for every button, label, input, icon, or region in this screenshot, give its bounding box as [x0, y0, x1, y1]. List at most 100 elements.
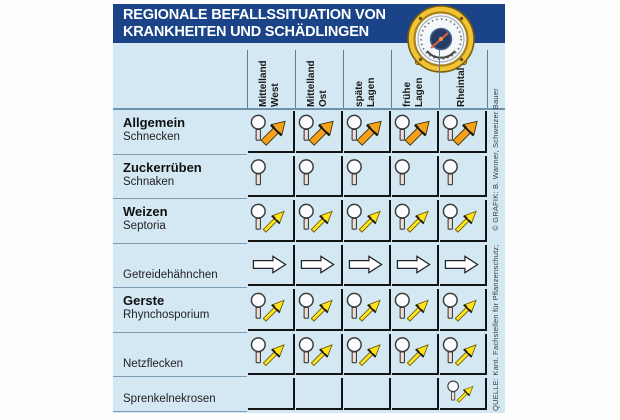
header-bottom-rule [113, 108, 505, 110]
up-moderate-icon [394, 337, 429, 367]
stable-icon [396, 255, 431, 274]
pest-name: Netzflecken [123, 358, 184, 370]
header-separator [343, 50, 344, 108]
column-header-line: Rheintal [456, 67, 467, 107]
up-moderate-icon [442, 203, 477, 233]
stable-icon [252, 255, 287, 274]
up-moderate-icon [442, 337, 477, 367]
cell-schnaken-col4 [392, 156, 439, 197]
stable-icon [300, 255, 335, 274]
pest-name: Sprenkelnekrosen [123, 393, 216, 405]
cell-schnaken-col2 [296, 156, 343, 197]
crop-group-name: Zuckerrüben [123, 160, 202, 175]
title-line-1: REGIONALE BEFALLSSITUATION VON [123, 7, 386, 23]
observe-icon [442, 159, 458, 186]
title-line-2: KRANKHEITEN UND SCHÄDLINGEN [123, 24, 369, 40]
column-header-1: Mittelland West [258, 60, 282, 107]
observe-icon [298, 159, 314, 186]
column-header-line: frühe [402, 82, 413, 107]
column-header-5: Rheintal [456, 68, 468, 107]
stable-icon [348, 255, 383, 274]
column-header-3: späte Lagen [354, 78, 378, 107]
up-strong-icon [394, 114, 430, 146]
pest-name: Schnecken [123, 131, 180, 143]
header-separator [487, 50, 488, 108]
cell-schnecken-col3 [344, 111, 391, 153]
up-moderate-icon [298, 203, 333, 233]
column-header-line: Ost [318, 90, 329, 107]
observe-icon [250, 159, 266, 186]
header-separator [439, 50, 440, 108]
observe-icon [394, 159, 410, 186]
cell-schnecken-col2 [296, 111, 343, 153]
cell-septoria-col3 [344, 200, 391, 242]
up-moderate-icon [298, 292, 333, 322]
pest-name: Septoria [123, 220, 166, 232]
cell-getreidehähnchen-col2 [296, 245, 343, 286]
cell-netzflecken-col5 [440, 334, 487, 375]
cell-septoria-col5 [440, 200, 487, 242]
cell-schnecken-col4 [392, 111, 439, 153]
up-strong-icon [442, 114, 478, 146]
up-moderate-icon [250, 203, 285, 233]
cell-sprenkelnekrosen-col5 [440, 378, 487, 410]
column-header-line: Lagen [366, 77, 377, 107]
cell-schnaken-col3 [344, 156, 391, 197]
cell-septoria-col1 [248, 200, 295, 242]
column-header-line: späte [354, 80, 365, 107]
row-label-rhynchosporium: Gerste Rhynchosporium [113, 288, 247, 333]
cell-septoria-col4 [392, 200, 439, 242]
up-moderate-icon [394, 292, 429, 322]
cell-septoria-col2 [296, 200, 343, 242]
cell-rhynchosporium-col2 [296, 289, 343, 331]
observe-icon [346, 159, 362, 186]
cell-sprenkelnekrosen-col3 [344, 378, 391, 410]
header-separator [391, 50, 392, 108]
up-moderate-icon [447, 380, 474, 403]
column-header-line: Lagen [414, 77, 425, 107]
row-label-septoria: Weizen Septoria [113, 199, 247, 244]
up-moderate-icon [250, 292, 285, 322]
crop-group-name: Gerste [123, 293, 165, 308]
cell-schnaken-col1 [248, 156, 295, 197]
cell-rhynchosporium-col5 [440, 289, 487, 331]
column-header-line: West [270, 83, 281, 107]
row-label-getreidehähnchen: Getreidehähnchen [113, 244, 247, 288]
cell-schnaken-col5 [440, 156, 487, 197]
cell-rhynchosporium-col4 [392, 289, 439, 331]
column-header-line: Mittelland [306, 60, 317, 107]
column-header-4: frühe Lagen [402, 78, 426, 107]
up-moderate-icon [394, 203, 429, 233]
cell-rhynchosporium-col3 [344, 289, 391, 331]
row-label-schnecken: Allgemein Schnecken [113, 110, 247, 155]
pest-name: Getreidehähnchen [123, 269, 218, 281]
cell-netzflecken-col2 [296, 334, 343, 375]
cell-sprenkelnekrosen-col2 [296, 378, 343, 410]
up-strong-icon [250, 114, 286, 146]
pest-name: Schnaken [123, 176, 175, 188]
up-moderate-icon [298, 337, 333, 367]
column-header-line: Mittelland [258, 60, 269, 107]
up-moderate-icon [442, 292, 477, 322]
cell-sprenkelnekrosen-col1 [248, 378, 295, 410]
header-separator [295, 50, 296, 108]
up-strong-icon [298, 114, 334, 146]
row-label-netzflecken: Netzflecken [113, 333, 247, 377]
cell-netzflecken-col4 [392, 334, 439, 375]
up-moderate-icon [250, 337, 285, 367]
pest-name: Rhynchosporium [123, 309, 210, 321]
barometer-icon [407, 5, 475, 73]
row-label-schnaken: Zuckerrüben Schnaken [113, 155, 247, 199]
cell-netzflecken-col3 [344, 334, 391, 375]
cell-getreidehähnchen-col5 [440, 245, 487, 286]
row-label-sprenkelnekrosen: Sprenkelnekrosen [113, 377, 247, 412]
cell-getreidehähnchen-col1 [248, 245, 295, 286]
up-moderate-icon [346, 337, 381, 367]
stable-icon [444, 255, 479, 274]
cell-getreidehähnchen-col3 [344, 245, 391, 286]
column-header-2: Mittelland Ost [306, 60, 330, 107]
cell-schnecken-col1 [248, 111, 295, 153]
header-separator [247, 50, 248, 108]
credit-text: QUELLE: Kant. Fachstellen für Pflanzensc… [491, 88, 500, 411]
